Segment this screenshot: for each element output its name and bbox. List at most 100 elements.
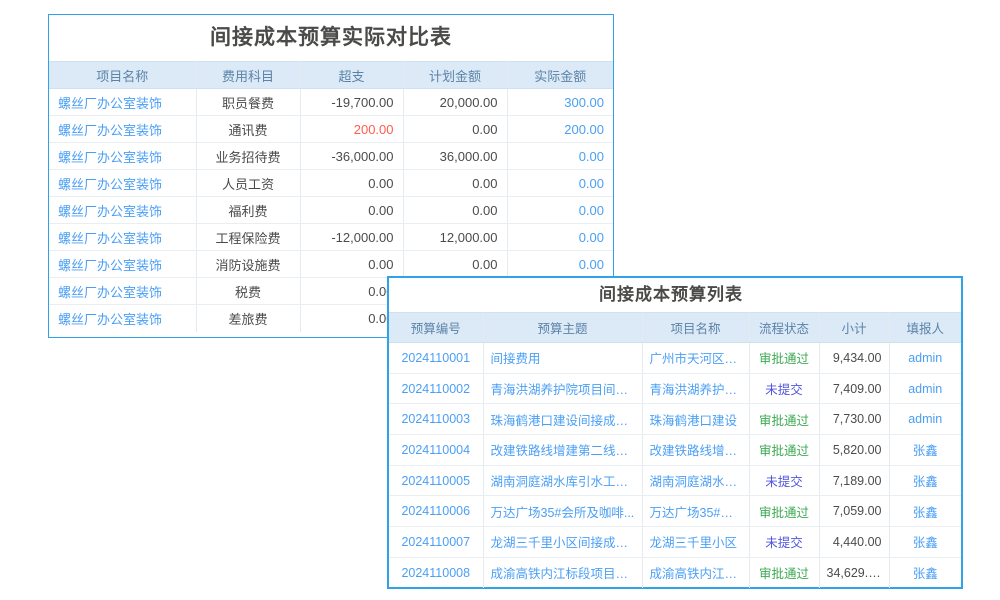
cell-project-name[interactable]: 螺丝厂办公室装饰 bbox=[49, 142, 197, 170]
table-row[interactable]: 2024110006 万达广场35#会所及咖啡... 万达广场35#会... 审批通过… bbox=[389, 495, 961, 528]
col-project-name[interactable]: 项目名称 bbox=[49, 61, 197, 89]
cell-project-name[interactable]: 龙湖三千里小区 bbox=[642, 526, 750, 558]
table-row[interactable]: 2024110004 改建铁路线增建第二线直... 改建铁路线增建... 审批通过 5,… bbox=[389, 434, 961, 466]
cell-budget-code[interactable]: 2024110008 bbox=[389, 557, 484, 588]
cell-budget-code[interactable]: 2024110003 bbox=[389, 403, 484, 436]
cell-planned-amount: 0.00 bbox=[403, 115, 508, 143]
status-badge: 未提交 bbox=[749, 373, 820, 405]
cell-budget-subject[interactable]: 湖南洞庭湖水库引水工程... bbox=[483, 465, 643, 497]
cell-project-name[interactable]: 螺丝厂办公室装饰 bbox=[49, 277, 197, 305]
cell-project-name[interactable]: 万达广场35#会... bbox=[642, 495, 750, 528]
cell-budget-subject[interactable]: 成渝高铁内江标段项目预... bbox=[483, 557, 643, 588]
cell-overspend: -12,000.00 bbox=[300, 223, 404, 251]
cell-actual-amount: 0.00 bbox=[507, 196, 613, 224]
cell-budget-subject[interactable]: 万达广场35#会所及咖啡... bbox=[483, 495, 643, 528]
status-badge: 审批通过 bbox=[749, 403, 820, 436]
table-row[interactable]: 螺丝厂办公室装饰 工程保险费 -12,000.00 12,000.00 0.00 bbox=[49, 223, 613, 251]
cell-subtotal: 4,440.00 bbox=[819, 526, 890, 558]
table-row[interactable]: 2024110008 成渝高铁内江标段项目预... 成渝高铁内江标... 审批通过 34… bbox=[389, 557, 961, 588]
col-budget-subject[interactable]: 预算主题 bbox=[483, 312, 643, 343]
cell-expense-subject: 工程保险费 bbox=[196, 223, 301, 251]
cell-project-name[interactable]: 螺丝厂办公室装饰 bbox=[49, 88, 197, 116]
table-row[interactable]: 2024110001 间接费用 广州市天河区统... 审批通过 9,434.00 admi… bbox=[389, 342, 961, 374]
cell-project-name[interactable]: 螺丝厂办公室装饰 bbox=[49, 250, 197, 278]
table-row[interactable]: 2024110003 珠海鹤港口建设间接成本... 珠海鹤港口建设 审批通过 7,730… bbox=[389, 403, 961, 436]
cell-budget-subject[interactable]: 珠海鹤港口建设间接成本... bbox=[483, 403, 643, 436]
budget-list-title: 间接成本预算列表 bbox=[599, 285, 743, 304]
cell-project-name[interactable]: 螺丝厂办公室装饰 bbox=[49, 196, 197, 224]
cell-project-name[interactable]: 螺丝厂办公室装饰 bbox=[49, 169, 197, 197]
cell-budget-code[interactable]: 2024110004 bbox=[389, 434, 484, 466]
cell-filler[interactable]: admin bbox=[889, 403, 961, 436]
cell-expense-subject: 职员餐费 bbox=[196, 88, 301, 116]
cell-project-name[interactable]: 改建铁路线增建... bbox=[642, 434, 750, 466]
table-row[interactable]: 螺丝厂办公室装饰 人员工资 0.00 0.00 0.00 bbox=[49, 169, 613, 197]
cell-budget-code[interactable]: 2024110001 bbox=[389, 342, 484, 374]
cell-filler[interactable]: 张鑫 bbox=[889, 495, 961, 528]
cell-actual-amount: 0.00 bbox=[507, 142, 613, 170]
table-row[interactable]: 2024110002 青海洪湖养护院项目间接... 青海洪湖养护院... 未提交 7,4… bbox=[389, 373, 961, 405]
cell-overspend: -19,700.00 bbox=[300, 88, 404, 116]
table-header-row: 预算编号 预算主题 项目名称 流程状态 小计 填报人 bbox=[389, 312, 961, 343]
table-row[interactable]: 螺丝厂办公室装饰 消防设施费 0.00 0.00 0.00 bbox=[49, 250, 613, 278]
cell-subtotal: 34,629.00 bbox=[819, 557, 890, 588]
col-flow-status[interactable]: 流程状态 bbox=[749, 312, 820, 343]
cell-filler[interactable]: 张鑫 bbox=[889, 434, 961, 466]
cell-project-name[interactable]: 成渝高铁内江标... bbox=[642, 557, 750, 588]
cell-overspend: -36,000.00 bbox=[300, 142, 404, 170]
status-badge: 未提交 bbox=[749, 526, 820, 558]
cell-filler[interactable]: 张鑫 bbox=[912, 567, 938, 582]
cell-filler[interactable]: 张鑫 bbox=[889, 526, 961, 558]
col-actual-amount[interactable]: 实际金额 bbox=[507, 61, 613, 89]
cell-subtotal: 7,189.00 bbox=[819, 465, 890, 497]
cell-filler[interactable]: admin bbox=[889, 373, 961, 405]
cell-project-name[interactable]: 螺丝厂办公室装饰 bbox=[49, 115, 197, 143]
cell-project-name[interactable]: 湖南洞庭湖水库... bbox=[642, 465, 750, 497]
cell-budget-subject[interactable]: 龙湖三千里小区间接成本... bbox=[483, 526, 643, 558]
cell-filler[interactable]: 张鑫 bbox=[889, 465, 961, 497]
table-row[interactable]: 螺丝厂办公室装饰 通讯费 200.00 0.00 200.00 bbox=[49, 115, 613, 143]
cell-expense-subject: 人员工资 bbox=[196, 169, 301, 197]
budget-list-panel: 间接成本预算列表 预算编号 预算主题 项目名称 流程状态 小计 填报人 2024… bbox=[387, 276, 963, 589]
cell-overspend: 0.00 bbox=[300, 250, 404, 278]
table-row[interactable]: 螺丝厂办公室装饰 福利费 0.00 0.00 0.00 bbox=[49, 196, 613, 224]
cell-expense-subject: 消防设施费 bbox=[196, 250, 301, 278]
cell-budget-subject[interactable]: 青海洪湖养护院项目间接... bbox=[483, 373, 643, 405]
cell-expense-subject: 通讯费 bbox=[196, 115, 301, 143]
cell-project-name[interactable]: 螺丝厂办公室装饰 bbox=[49, 304, 197, 332]
col-budget-code[interactable]: 预算编号 bbox=[389, 312, 484, 343]
status-badge: 未提交 bbox=[749, 465, 820, 497]
budget-list-table: 预算编号 预算主题 项目名称 流程状态 小计 填报人 2024110001 间接费… bbox=[389, 312, 961, 588]
cell-budget-code[interactable]: 2024110007 bbox=[389, 526, 484, 558]
col-overspend[interactable]: 超支 bbox=[300, 61, 404, 89]
table-row[interactable]: 2024110007 龙湖三千里小区间接成本... 龙湖三千里小区 未提交 4,440.… bbox=[389, 526, 961, 558]
table-row[interactable]: 2024110005 湖南洞庭湖水库引水工程... 湖南洞庭湖水库... 未提交 7,1… bbox=[389, 465, 961, 497]
col-planned-amount[interactable]: 计划金额 bbox=[403, 61, 508, 89]
cell-project-name[interactable]: 珠海鹤港口建设 bbox=[642, 403, 750, 436]
table-row[interactable]: 螺丝厂办公室装饰 业务招待费 -36,000.00 36,000.00 0.00 bbox=[49, 142, 613, 170]
cell-project-name[interactable]: 青海洪湖养护院... bbox=[642, 373, 750, 405]
cell-actual-amount: 200.00 bbox=[507, 115, 613, 143]
table-header-row: 项目名称 费用科目 超支 计划金额 实际金额 bbox=[49, 61, 613, 89]
col-subtotal[interactable]: 小计 bbox=[819, 312, 890, 343]
cell-project-name[interactable]: 广州市天河区统... bbox=[642, 342, 750, 374]
cell-planned-amount: 0.00 bbox=[403, 196, 508, 224]
cell-filler[interactable]: admin bbox=[889, 342, 961, 374]
cell-budget-code[interactable]: 2024110002 bbox=[389, 373, 484, 405]
cell-budget-code[interactable]: 2024110005 bbox=[389, 465, 484, 497]
cell-overspend: 0.00 bbox=[300, 304, 404, 332]
cell-project-name[interactable]: 螺丝厂办公室装饰 bbox=[49, 223, 197, 251]
budget-list-tbody: 2024110001 间接费用 广州市天河区统... 审批通过 9,434.00 admi… bbox=[389, 342, 961, 588]
cell-actual-amount: 0.00 bbox=[507, 223, 613, 251]
cell-overspend: 200.00 bbox=[300, 115, 404, 143]
col-expense-subject[interactable]: 费用科目 bbox=[196, 61, 301, 89]
col-filler[interactable]: 填报人 bbox=[889, 312, 961, 343]
cell-subtotal: 7,059.00 bbox=[819, 495, 890, 528]
cell-budget-subject[interactable]: 改建铁路线增建第二线直... bbox=[483, 434, 643, 466]
cell-budget-code[interactable]: 2024110006 bbox=[389, 495, 484, 528]
cell-budget-subject[interactable]: 间接费用 bbox=[483, 342, 643, 374]
cell-actual-amount: 0.00 bbox=[507, 250, 613, 278]
col-project-name[interactable]: 项目名称 bbox=[642, 312, 750, 343]
cell-planned-amount: 0.00 bbox=[403, 169, 508, 197]
table-row[interactable]: 螺丝厂办公室装饰 职员餐费 -19,700.00 20,000.00 300.00 bbox=[49, 88, 613, 116]
